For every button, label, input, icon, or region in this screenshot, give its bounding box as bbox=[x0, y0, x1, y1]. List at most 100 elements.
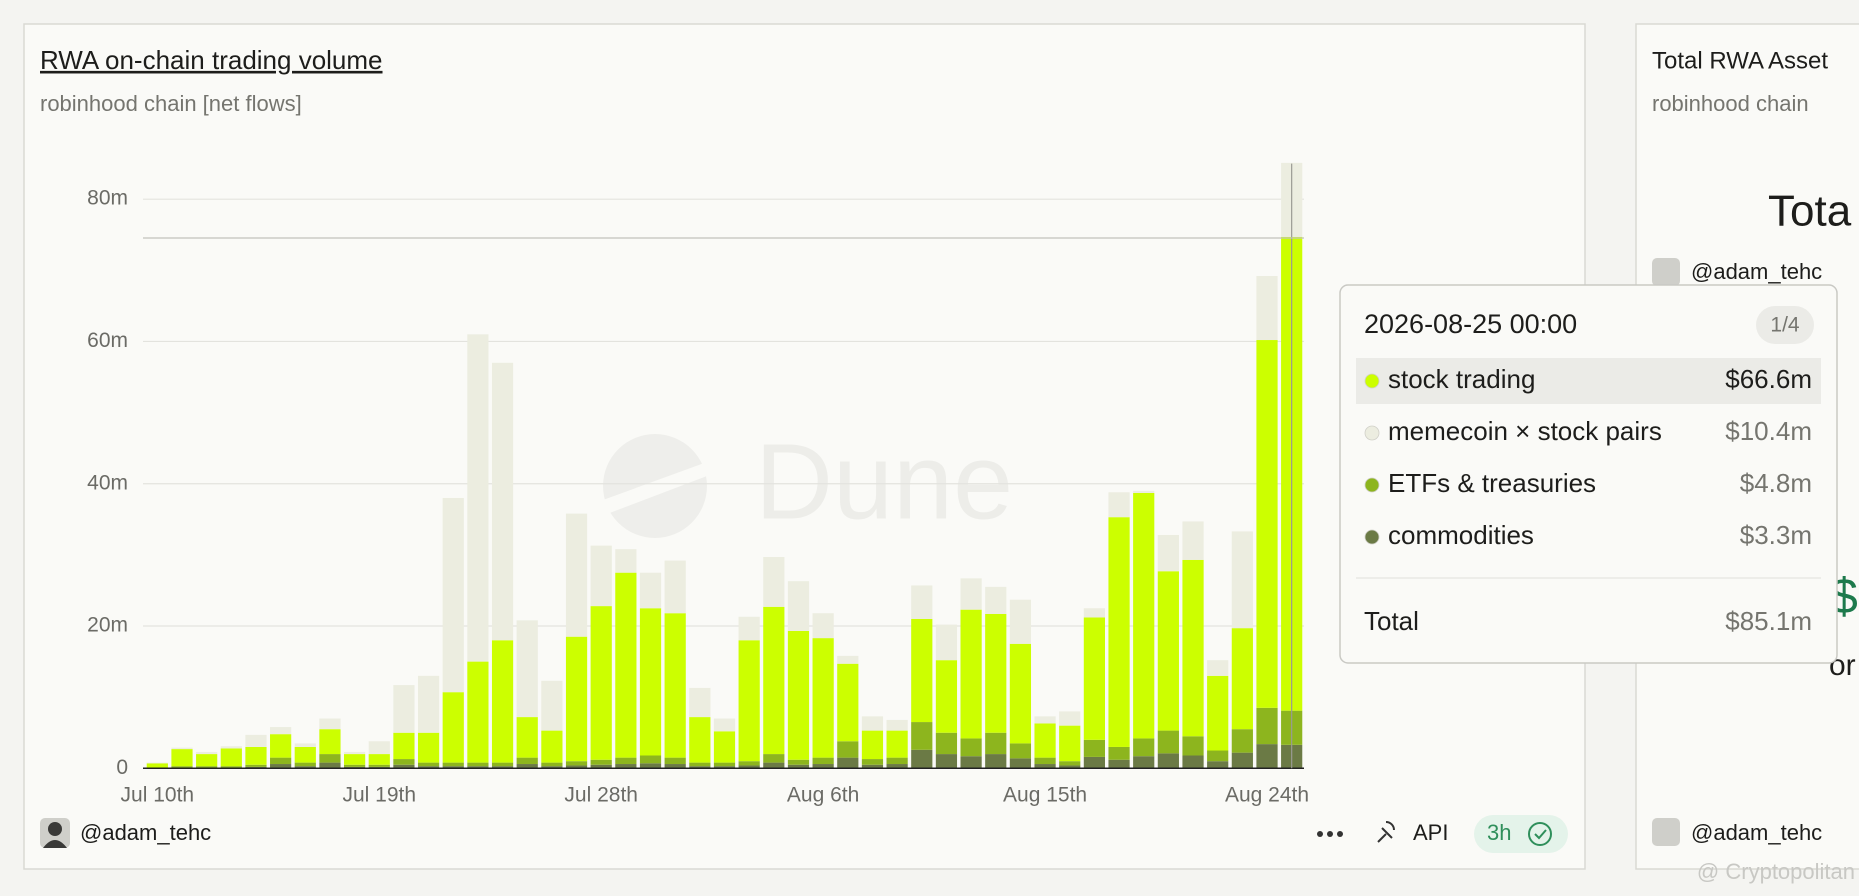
bar-segment bbox=[417, 675, 440, 733]
plot: 0 20m 40m 60m 80m Jul 10th Jul 19th Jul 28th Aug… bbox=[87, 162, 1309, 807]
bar-segment bbox=[1059, 761, 1081, 766]
bar-segment bbox=[960, 578, 982, 610]
bar-segment bbox=[1256, 707, 1278, 745]
x-tick-label: Jul 28th bbox=[564, 784, 638, 807]
bar-segment bbox=[1059, 765, 1081, 769]
watermark-text: Dune bbox=[755, 421, 1013, 542]
bar-segment bbox=[738, 761, 760, 766]
bar-segment bbox=[393, 685, 415, 733]
bar-segment bbox=[615, 572, 637, 758]
bar-segment bbox=[1231, 628, 1253, 730]
api-icon bbox=[1377, 821, 1395, 843]
bar-segment bbox=[1133, 492, 1155, 739]
bar-segment bbox=[467, 334, 489, 662]
side-avatar bbox=[1652, 258, 1680, 286]
bar-segment bbox=[319, 718, 341, 730]
bar-segment bbox=[368, 764, 390, 767]
bar-segment bbox=[319, 762, 341, 769]
chart-title[interactable]: RWA on-chain trading volume bbox=[40, 45, 383, 75]
tooltip-dot bbox=[1364, 373, 1380, 389]
bar-segment bbox=[1009, 758, 1032, 769]
bar-segment bbox=[615, 764, 637, 769]
bar-segment bbox=[960, 609, 982, 739]
bar-segment bbox=[590, 759, 612, 765]
x-tick-label: Jul 10th bbox=[121, 784, 195, 807]
bar-segment bbox=[787, 764, 810, 769]
bar-segment bbox=[565, 513, 588, 637]
author-name[interactable]: @adam_tehc bbox=[80, 820, 211, 845]
bar-segment bbox=[590, 764, 612, 769]
bar-segment bbox=[565, 761, 588, 766]
tooltip-value: $4.8m bbox=[1740, 468, 1812, 498]
tooltip-series-name: ETFs & treasuries bbox=[1388, 468, 1596, 498]
bar-segment bbox=[442, 692, 464, 763]
side-footer-avatar bbox=[1652, 818, 1680, 846]
bar-segment bbox=[738, 640, 760, 762]
bar-segment bbox=[368, 741, 390, 755]
bar-segment bbox=[985, 754, 1007, 769]
api-button[interactable]: API bbox=[1413, 820, 1448, 845]
bar-segment bbox=[1133, 738, 1155, 757]
bar-segment bbox=[171, 747, 193, 750]
bar-segment bbox=[738, 765, 760, 769]
bar-segment bbox=[1256, 744, 1278, 769]
bar-segment bbox=[763, 606, 785, 755]
bar-segment bbox=[1157, 753, 1179, 769]
tooltip-page-badge[interactable] bbox=[1756, 306, 1814, 344]
bar-segment bbox=[763, 762, 785, 769]
tooltip-dot bbox=[1364, 425, 1380, 441]
bar-segment bbox=[1207, 675, 1229, 751]
bar-segment bbox=[196, 754, 218, 767]
more-button[interactable] bbox=[1317, 831, 1343, 837]
bar-segment bbox=[245, 734, 267, 747]
author-avatar bbox=[40, 818, 70, 848]
bar-segment bbox=[1157, 534, 1179, 572]
bar-segment bbox=[1083, 617, 1105, 740]
bar-segment bbox=[689, 717, 711, 763]
bar-segment bbox=[960, 756, 982, 769]
bar-segment bbox=[837, 663, 859, 742]
bar-segment bbox=[294, 746, 316, 763]
tooltip-series-name: stock trading bbox=[1388, 364, 1535, 394]
bar-segment bbox=[294, 762, 316, 767]
verified-check bbox=[1534, 829, 1547, 840]
tooltip: 2026-08-25 00:00 1/4 Total $85.1m stock … bbox=[1339, 284, 1838, 664]
bar-segment bbox=[812, 638, 834, 758]
bar-segment bbox=[196, 766, 218, 768]
tooltip-value: $3.3m bbox=[1740, 520, 1812, 550]
bar-segment bbox=[270, 757, 292, 765]
bar-segment bbox=[1182, 755, 1204, 769]
bar-segment bbox=[1256, 276, 1278, 341]
bar-segment bbox=[837, 741, 859, 758]
bar-segment bbox=[393, 764, 415, 769]
bar-segment bbox=[294, 743, 316, 747]
dot bbox=[1337, 831, 1343, 837]
bar-segment bbox=[516, 717, 538, 758]
bar-segment bbox=[220, 748, 242, 767]
bar-segment bbox=[615, 549, 637, 573]
freshness-text: 3h bbox=[1487, 820, 1511, 845]
side-author[interactable]: @adam_tehc bbox=[1691, 259, 1822, 284]
bar-segment bbox=[960, 738, 982, 757]
bar-segment bbox=[1231, 531, 1253, 629]
bar-segment bbox=[541, 762, 563, 767]
bar-segment bbox=[491, 766, 514, 769]
bar-segment bbox=[689, 762, 711, 767]
side-title[interactable]: Total RWA Asset bbox=[1652, 47, 1828, 74]
bar-segment bbox=[985, 732, 1007, 755]
bar-segment bbox=[1133, 490, 1155, 493]
side-footer-author[interactable]: @adam_tehc bbox=[1691, 820, 1822, 845]
bar-segment bbox=[1009, 743, 1032, 759]
tooltip-series-name: memecoin × stock pairs bbox=[1388, 416, 1662, 446]
bar-segment bbox=[516, 620, 538, 718]
bar-segment bbox=[344, 764, 366, 767]
bar-segment bbox=[664, 757, 686, 765]
bar-segment bbox=[344, 754, 366, 765]
bar-segment bbox=[985, 586, 1007, 614]
bar-segment bbox=[565, 636, 588, 762]
bar-segment bbox=[1182, 559, 1204, 737]
bar-segment bbox=[639, 608, 662, 756]
bar-segment bbox=[565, 765, 588, 769]
bar-segment bbox=[245, 764, 267, 767]
bar-segment bbox=[1034, 757, 1056, 765]
